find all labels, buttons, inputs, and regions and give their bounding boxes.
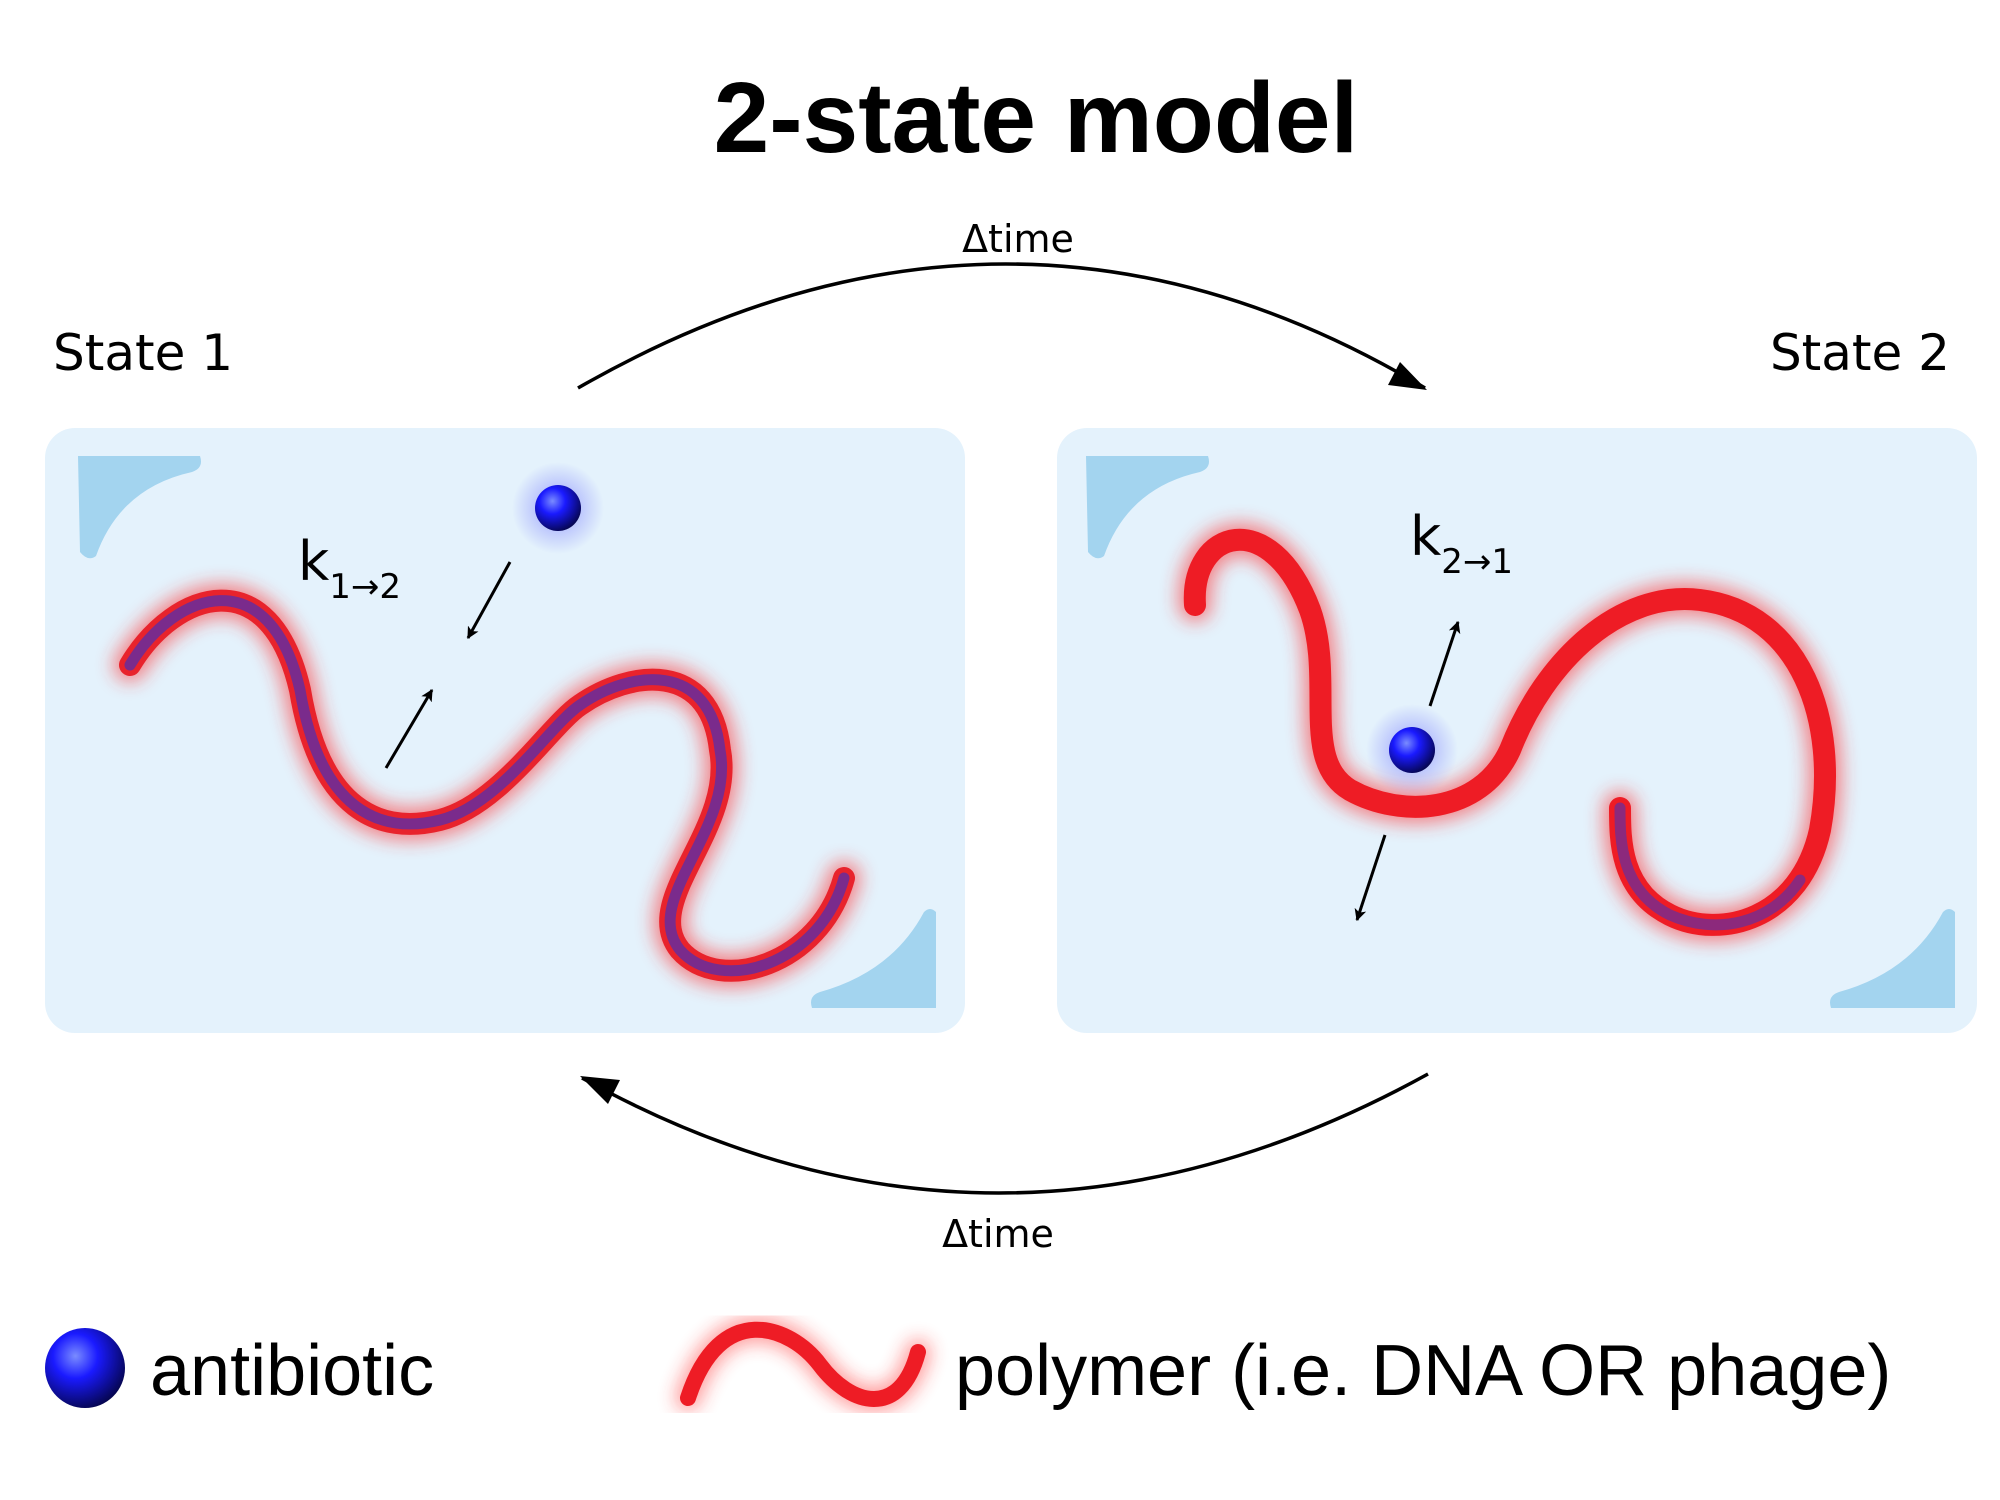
corner-mark-top-left bbox=[1086, 456, 1209, 559]
backward-time-label: Δtime bbox=[942, 1212, 1054, 1256]
polymer-core bbox=[124, 595, 850, 977]
legend-polymer-icon bbox=[680, 1321, 926, 1407]
unbinding-arrow bbox=[384, 688, 434, 769]
release-arrow-down bbox=[1354, 834, 1387, 922]
forward-arrow-head bbox=[1388, 362, 1427, 390]
binding-arrow bbox=[466, 561, 512, 640]
release-arrow-up bbox=[1428, 620, 1461, 707]
rate-label-1-to-2: k1→2 bbox=[298, 530, 401, 607]
corner-mark-top-left bbox=[78, 456, 201, 559]
legend: antibiotic polymer (i.e. DNA OR phage) bbox=[45, 1316, 1891, 1412]
backward-arrow-head bbox=[580, 1076, 620, 1104]
diagram-title: 2-state model bbox=[714, 62, 1359, 174]
legend-antibiotic-icon bbox=[45, 1328, 125, 1408]
rate-label-2-to-1: k2→1 bbox=[1410, 505, 1513, 582]
antibiotic-ball bbox=[535, 485, 581, 531]
legend-antibiotic-label: antibiotic bbox=[150, 1331, 434, 1411]
rate-subscript: 2→1 bbox=[1441, 542, 1513, 582]
rate-subscript: 1→2 bbox=[329, 567, 401, 607]
polymer-core-tail bbox=[1614, 802, 1806, 931]
legend-polymer-label: polymer (i.e. DNA OR phage) bbox=[955, 1331, 1891, 1411]
corner-mark-bottom-right bbox=[811, 909, 936, 1008]
forward-transition-arrow bbox=[577, 262, 1426, 390]
state-2-label: State 2 bbox=[1770, 324, 1950, 382]
state-1-panel: k1→2 bbox=[45, 428, 965, 1033]
state-2-panel: k2→1 bbox=[1057, 428, 1977, 1033]
rate-symbol: k bbox=[1410, 505, 1442, 568]
rate-symbol: k bbox=[298, 530, 330, 593]
backward-transition-arrow bbox=[581, 1072, 1429, 1195]
state-1-label: State 1 bbox=[53, 324, 233, 382]
antibiotic-ball bbox=[1389, 727, 1435, 773]
forward-time-label: Δtime bbox=[962, 217, 1074, 261]
corner-mark-bottom-right bbox=[1830, 909, 1955, 1008]
